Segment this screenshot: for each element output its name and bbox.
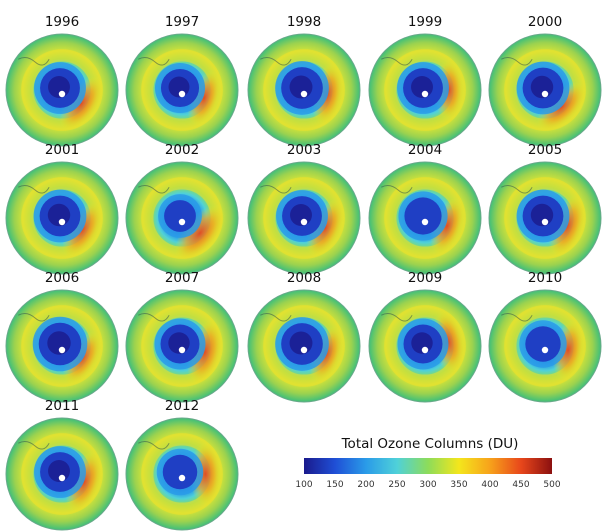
ozone-hole (404, 197, 442, 235)
south-pole-marker (178, 90, 186, 98)
ozone-hole (164, 200, 196, 232)
year-label: 1999 (407, 14, 443, 30)
ozone-globe (125, 289, 239, 403)
south-pole-marker (58, 346, 66, 354)
south-pole-marker (178, 218, 186, 226)
south-pole-marker (541, 218, 549, 226)
year-label: 2010 (527, 270, 563, 286)
ozone-globe (368, 161, 482, 275)
ozone-globe (5, 289, 119, 403)
south-pole-marker (178, 346, 186, 354)
colorbar-tick-label: 300 (419, 480, 437, 490)
year-label: 1997 (164, 14, 200, 30)
ozone-globe (368, 33, 482, 147)
south-pole-marker (58, 218, 66, 226)
year-label: 2000 (527, 14, 563, 30)
year-label: 2001 (44, 142, 80, 158)
high-ozone-region (175, 205, 226, 261)
legend-title: Total Ozone Columns (DU) (341, 436, 519, 452)
ozone-hole (162, 454, 198, 490)
south-pole-marker (300, 218, 308, 226)
colorbar-tick-label: 100 (295, 480, 313, 490)
year-label: 2009 (407, 270, 443, 286)
ozone-globe (247, 161, 361, 275)
year-label: 2004 (407, 142, 443, 158)
south-pole-marker (421, 218, 429, 226)
year-label: 2003 (286, 142, 322, 158)
ozone-globe (5, 33, 119, 147)
colorbar-legend: Total Ozone Columns (DU) 100 150 200 250 300… (290, 436, 590, 506)
colorbar-tick-label: 250 (388, 480, 406, 490)
south-pole-marker (58, 474, 66, 482)
high-ozone-region (59, 76, 104, 131)
ozone-globe (247, 33, 361, 147)
south-pole-marker (541, 346, 549, 354)
ozone-globe (488, 161, 602, 275)
ozone-globe (125, 33, 239, 147)
ozone-globe (488, 289, 602, 403)
colorbar-tick-label: 450 (512, 480, 530, 490)
south-pole-marker (421, 346, 429, 354)
ozone-hole (525, 326, 561, 362)
colorbar-tick-label: 350 (450, 480, 468, 490)
year-label: 2011 (44, 398, 80, 414)
ozone-globe (247, 289, 361, 403)
south-pole-marker (178, 474, 186, 482)
year-label: 1998 (286, 14, 322, 30)
year-label: 2012 (164, 398, 200, 414)
colorbar-tick-label: 200 (357, 480, 375, 490)
colorbar-gradient (304, 458, 552, 474)
ozone-globe (488, 33, 602, 147)
south-pole-marker (541, 90, 549, 98)
ozone-globe (125, 161, 239, 275)
year-label: 2005 (527, 142, 563, 158)
south-pole-marker (58, 90, 66, 98)
colorbar-tick-label: 150 (326, 480, 344, 490)
year-label: 2006 (44, 270, 80, 286)
year-label: 2002 (164, 142, 200, 158)
ozone-globe (125, 417, 239, 531)
year-label: 2007 (164, 270, 200, 286)
ozone-globe (5, 161, 119, 275)
south-pole-marker (300, 346, 308, 354)
colorbar-tick-label: 400 (481, 480, 499, 490)
year-label: 2008 (286, 270, 322, 286)
colorbar-tick-label: 500 (543, 480, 561, 490)
colorbar (304, 458, 552, 474)
south-pole-marker (421, 90, 429, 98)
ozone-globe (368, 289, 482, 403)
south-pole-marker (300, 90, 308, 98)
year-label: 1996 (44, 14, 80, 30)
ozone-globe (5, 417, 119, 531)
